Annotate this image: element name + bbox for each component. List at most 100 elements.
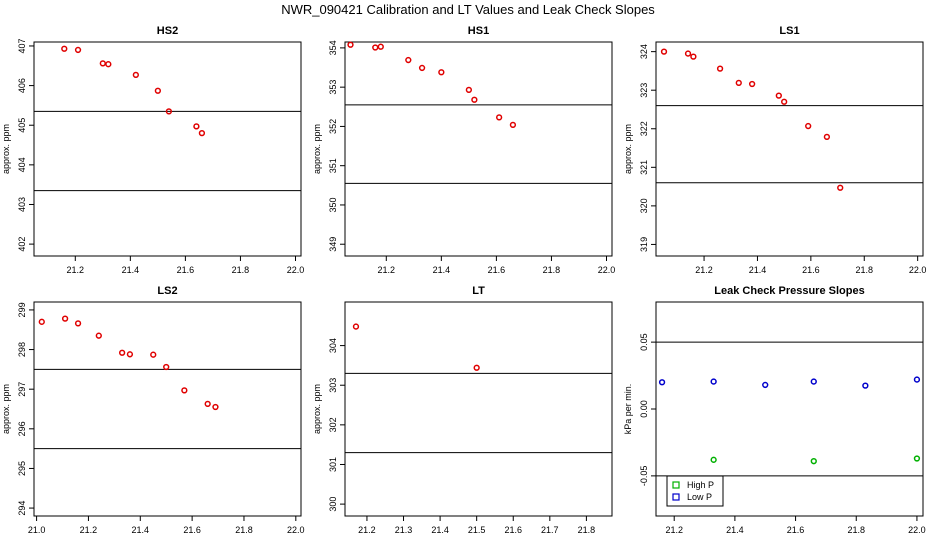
x-tick-label: 22.0 bbox=[287, 525, 305, 535]
y-axis-label: approx. ppm bbox=[312, 384, 322, 434]
y-tick-label: 300 bbox=[328, 497, 338, 512]
plot-frame bbox=[33, 301, 302, 517]
x-tick-label: 21.6 bbox=[504, 525, 522, 535]
data-point bbox=[810, 458, 817, 465]
x-tick-label: 21.2 bbox=[67, 265, 85, 275]
y-tick-label: 353 bbox=[328, 80, 338, 95]
y-tick-label: 354 bbox=[328, 40, 338, 55]
data-point bbox=[204, 400, 211, 407]
data-point bbox=[509, 121, 517, 129]
data-point bbox=[38, 318, 45, 325]
y-tick-label: 298 bbox=[17, 342, 27, 357]
x-tick-label: 22.0 bbox=[598, 265, 616, 275]
legend-label: Low P bbox=[687, 492, 712, 502]
data-point bbox=[913, 376, 921, 383]
data-point bbox=[823, 133, 831, 141]
data-point bbox=[74, 320, 82, 327]
y-tick-label: 302 bbox=[328, 417, 338, 432]
x-tick-label: 21.4 bbox=[431, 525, 449, 535]
data-point bbox=[154, 87, 162, 94]
data-point bbox=[150, 351, 157, 358]
data-point bbox=[710, 378, 717, 385]
x-tick-label: 21.2 bbox=[665, 525, 683, 535]
data-point bbox=[99, 60, 106, 67]
figure-title: NWR_090421 Calibration and LT Values and… bbox=[281, 2, 655, 17]
data-point bbox=[471, 96, 478, 103]
x-tick-label: 21.8 bbox=[578, 525, 596, 535]
data-point bbox=[74, 46, 82, 54]
y-tick-label: 294 bbox=[17, 501, 27, 516]
y-tick-label: 406 bbox=[17, 78, 27, 93]
data-point bbox=[762, 381, 769, 389]
x-tick-label: 21.6 bbox=[488, 265, 506, 275]
y-axis-label: approx. ppm bbox=[1, 384, 11, 434]
data-point bbox=[805, 122, 812, 130]
data-point bbox=[372, 44, 379, 51]
data-point bbox=[810, 378, 817, 385]
chart-title: LS2 bbox=[157, 285, 177, 297]
y-tick-label: -0.05 bbox=[639, 466, 649, 487]
chart-panel: LS1 approx. ppm 21.2 21.4 21.6 21.8 22.0 319 320… bbox=[623, 25, 926, 275]
legend-swatch bbox=[672, 481, 680, 489]
x-tick-label: 21.8 bbox=[847, 525, 865, 535]
y-tick-label: 295 bbox=[17, 461, 27, 476]
x-tick-label: 21.6 bbox=[183, 525, 201, 535]
x-tick-label: 21.8 bbox=[855, 265, 873, 275]
x-tick-label: 21.2 bbox=[80, 525, 98, 535]
x-tick-label: 21.4 bbox=[132, 525, 150, 535]
data-point bbox=[495, 114, 503, 121]
data-point bbox=[438, 69, 445, 76]
y-tick-label: 304 bbox=[328, 338, 338, 353]
chart-title: HS2 bbox=[157, 25, 178, 37]
y-tick-label: 350 bbox=[328, 197, 338, 212]
data-point bbox=[105, 61, 112, 68]
data-point bbox=[684, 50, 692, 57]
x-tick-label: 21.4 bbox=[433, 265, 451, 275]
data-point bbox=[405, 56, 412, 64]
y-axis-label: approx. ppm bbox=[1, 124, 11, 174]
y-tick-label: 405 bbox=[17, 118, 27, 133]
data-point bbox=[716, 65, 724, 72]
chart-panel: LS2 approx. ppm 21.0 21.2 21.4 21.6 21.8 22.0 29… bbox=[1, 285, 305, 535]
data-point bbox=[132, 71, 139, 79]
y-tick-label: 349 bbox=[328, 237, 338, 252]
x-tick-label: 21.3 bbox=[395, 525, 413, 535]
data-point bbox=[347, 41, 354, 48]
y-tick-label: 319 bbox=[639, 237, 649, 252]
data-point bbox=[118, 349, 126, 356]
chart-title: Leak Check Pressure Slopes bbox=[714, 285, 864, 297]
data-point bbox=[95, 332, 102, 339]
x-tick-label: 21.6 bbox=[802, 265, 820, 275]
y-axis-label: approx. ppm bbox=[312, 124, 322, 174]
data-point bbox=[735, 79, 742, 87]
data-point bbox=[690, 53, 697, 60]
x-tick-label: 22.0 bbox=[909, 265, 927, 275]
x-tick-label: 21.0 bbox=[28, 525, 46, 535]
legend-box bbox=[666, 475, 724, 507]
x-tick-label: 22.0 bbox=[908, 525, 926, 535]
chart-panel: HS2 approx. ppm 21.2 21.4 21.6 21.8 22.0 402 403… bbox=[1, 25, 304, 275]
data-point bbox=[418, 64, 426, 72]
x-tick-label: 21.8 bbox=[232, 265, 250, 275]
legend-label: High P bbox=[687, 480, 714, 490]
x-tick-label: 22.0 bbox=[287, 265, 305, 275]
data-point bbox=[781, 98, 788, 105]
y-tick-label: 407 bbox=[17, 38, 27, 53]
x-tick-label: 21.8 bbox=[543, 265, 561, 275]
data-point bbox=[165, 108, 173, 115]
x-tick-label: 21.6 bbox=[787, 525, 805, 535]
chart-panel: LT approx. ppm 21.2 21.3 21.4 21.5 21.6 21.7 21.… bbox=[312, 285, 613, 535]
y-tick-label: 299 bbox=[17, 302, 27, 317]
plot-frame bbox=[655, 41, 924, 257]
x-tick-label: 21.6 bbox=[177, 265, 195, 275]
chart-title: HS1 bbox=[468, 25, 489, 37]
y-tick-label: 301 bbox=[328, 457, 338, 472]
legend-swatch bbox=[672, 493, 680, 501]
y-tick-label: 296 bbox=[17, 421, 27, 436]
data-point bbox=[61, 45, 68, 52]
chart-title: LT bbox=[472, 285, 485, 297]
y-tick-label: 402 bbox=[17, 237, 27, 252]
x-tick-label: 21.2 bbox=[695, 265, 713, 275]
y-tick-label: 404 bbox=[17, 157, 27, 172]
y-tick-label: 403 bbox=[17, 197, 27, 212]
